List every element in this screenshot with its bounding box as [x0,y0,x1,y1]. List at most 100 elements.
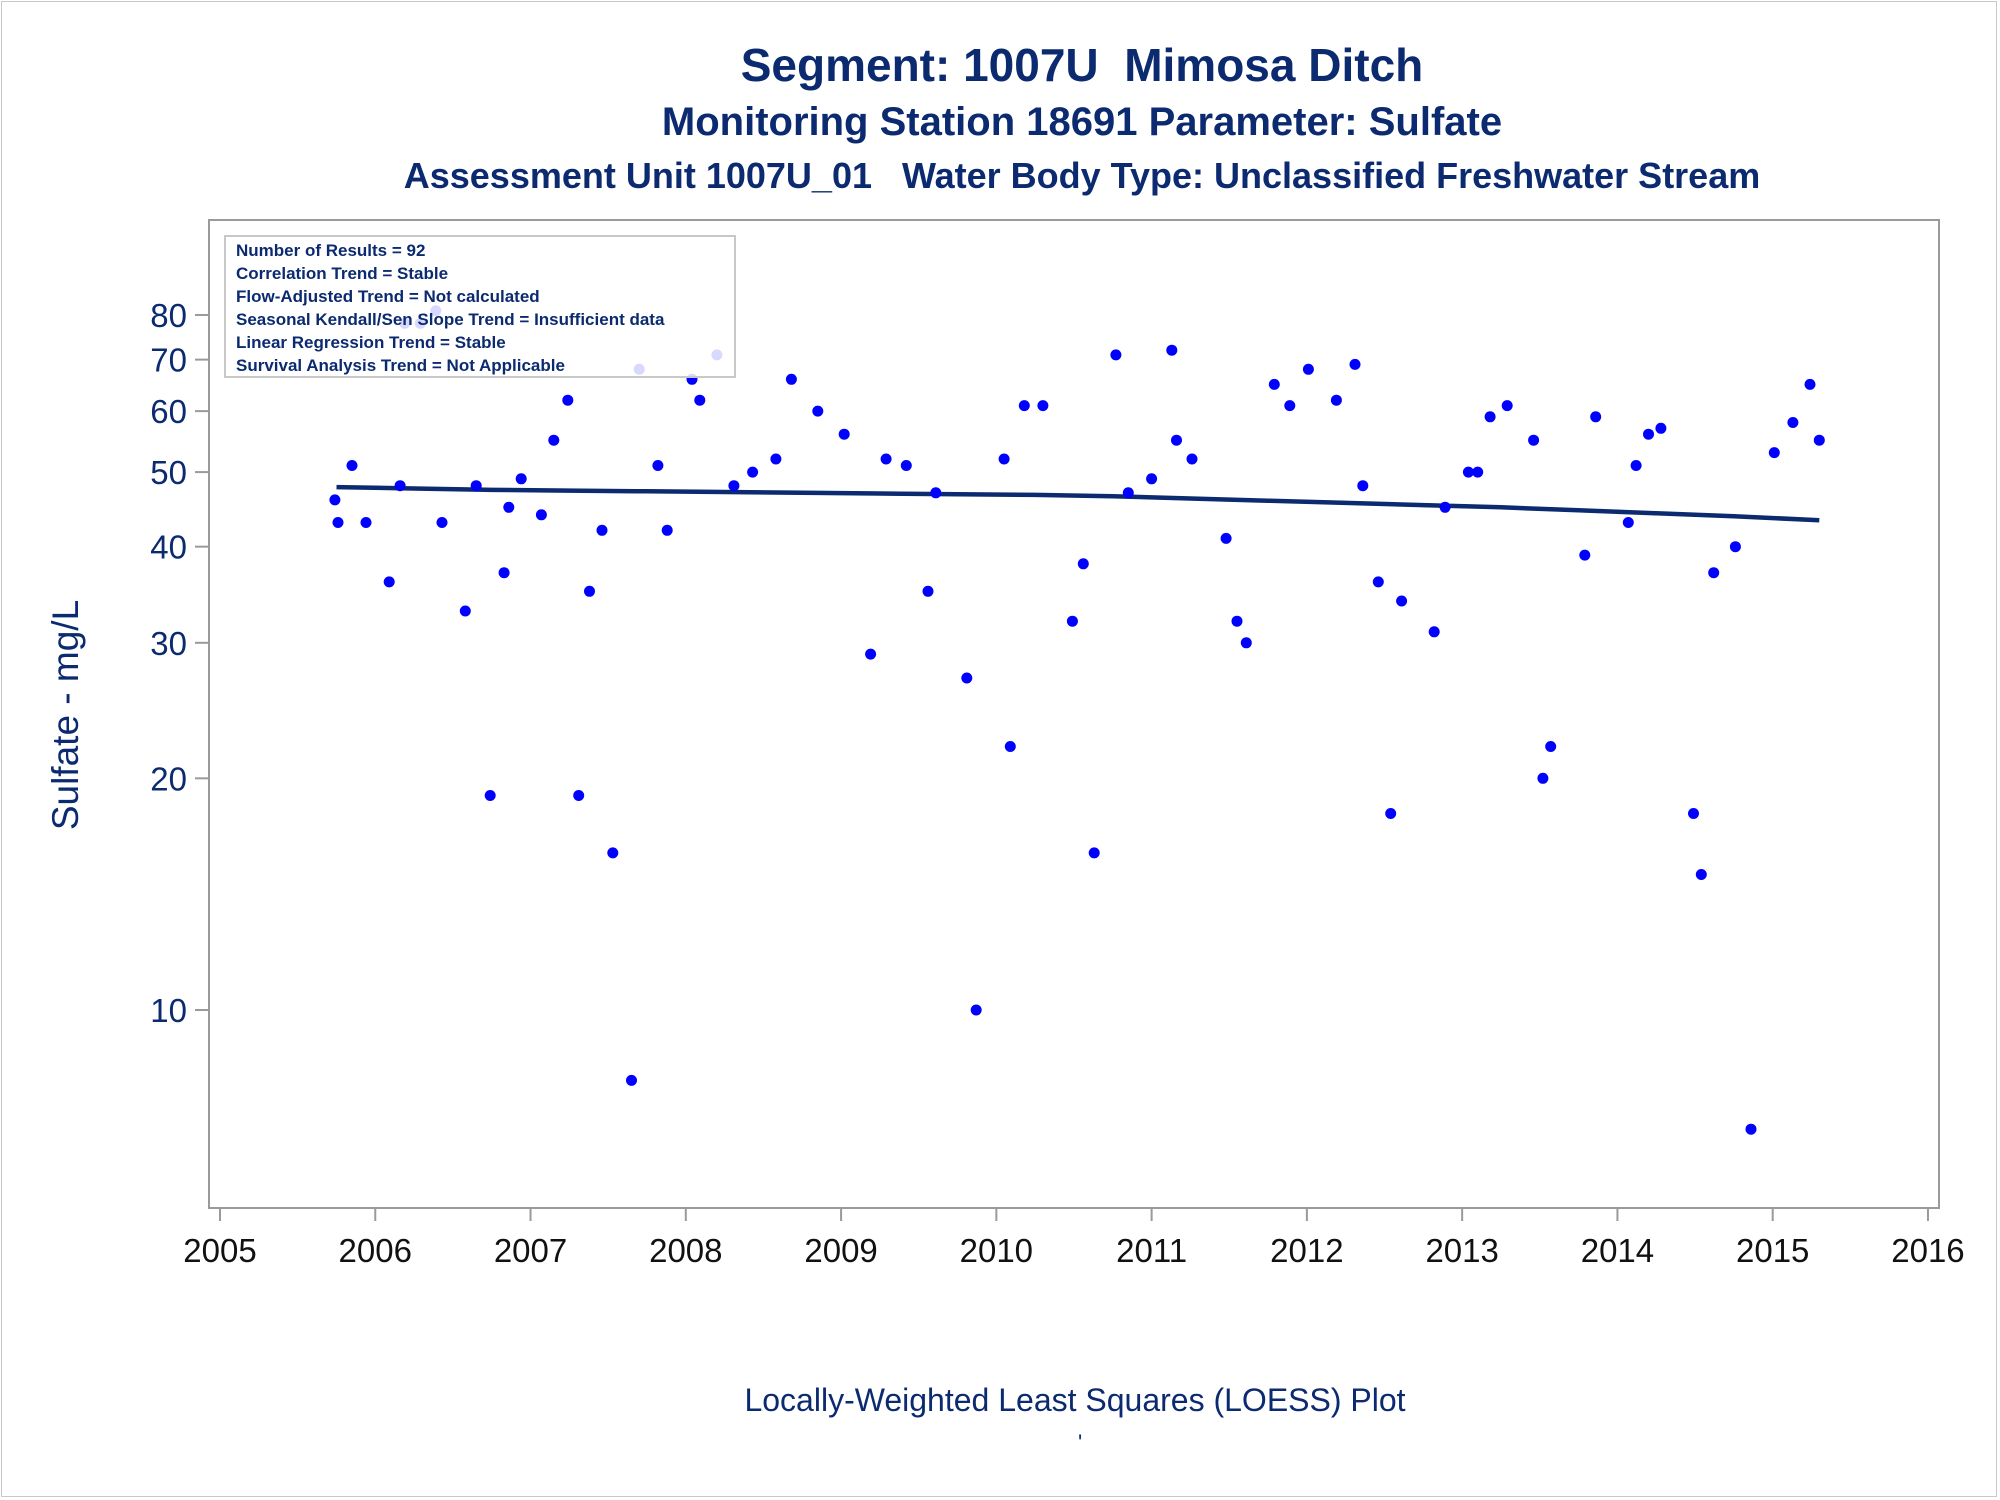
x-tick-label: 2011 [1116,1232,1187,1269]
data-point [1630,460,1642,471]
data-point [459,605,471,617]
data-point [1472,466,1484,478]
data-point [1122,487,1134,499]
y-tick-label: 70 [150,342,187,379]
info-line: Seasonal Kendall/Sen Slope Trend = Insuf… [236,310,665,329]
info-line: Flow-Adjusted Trend = Not calculated [236,287,540,306]
data-point [998,453,1010,465]
info-line: Number of Results = 92 [236,241,425,260]
plot-area [208,219,1940,1209]
data-point [900,460,912,471]
data-point [770,453,782,465]
data-point [1018,400,1030,412]
data-point [596,524,608,536]
data-point [1037,400,1049,412]
data-point [1439,501,1451,513]
data-point [728,480,740,492]
data-point [880,453,892,465]
y-tick-label: 20 [150,760,187,797]
data-point [515,473,527,485]
footnote: Locally-Weighted Least Squares (LOESS) P… [744,1382,1406,1418]
data-point [498,567,510,579]
x-tick-label: 2005 [183,1232,256,1269]
data-point [922,585,934,597]
data-point [1804,378,1816,390]
data-point [1330,394,1342,406]
data-point [503,501,515,513]
data-point [1484,411,1496,423]
data-point [1813,434,1825,446]
data-point [1385,808,1397,819]
y-axis-label: Sulfate - mg/L [45,600,86,830]
data-point [1088,847,1100,859]
data-point [1695,869,1707,880]
data-point [661,524,673,536]
chart-title: Segment: 1007U Mimosa Ditch [740,39,1424,91]
data-point [1622,517,1634,528]
data-point [1171,434,1182,446]
data-point [1768,447,1780,459]
data-point [1240,637,1252,649]
data-point [436,517,448,528]
data-point [360,517,372,528]
x-tick-label: 2014 [1581,1232,1654,1269]
x-tick-label: 2009 [804,1232,877,1269]
chart-subtitle: Monitoring Station 18691 Parameter: Sulf… [661,100,1503,144]
x-tick-label: 2013 [1425,1232,1498,1269]
x-tick-label: 2015 [1736,1232,1809,1269]
data-point [747,466,759,478]
data-point [652,460,664,471]
data-point [1579,549,1591,561]
data-point [346,460,358,471]
data-point [1528,434,1540,446]
info-line: Correlation Trend = Stable [236,264,448,283]
data-point [332,517,344,528]
data-point [1066,615,1078,627]
y-tick-label: 10 [150,992,187,1029]
info-box-frame [224,235,736,378]
x-tick-label: 2016 [1891,1232,1964,1269]
info-box: Number of Results = 92 Correlation Trend… [224,235,736,378]
data-point [607,847,619,859]
data-point [1501,400,1513,412]
data-point [548,434,560,446]
data-point [626,1074,637,1086]
data-point [812,405,824,417]
data-point [584,585,595,597]
x-tick-label: 2008 [649,1232,722,1269]
data-point [1357,480,1369,492]
data-point [1349,358,1361,370]
loess-trend [336,484,1820,523]
data-point [1004,741,1016,752]
x-tick-label: 2012 [1270,1232,1343,1269]
data-point [1186,453,1198,465]
y-tick-label: 50 [150,454,187,491]
data-point [535,509,547,521]
data-point [1643,428,1654,440]
data-point [1372,576,1384,588]
data-point [573,790,585,801]
data-point [694,394,706,406]
data-point [562,394,574,406]
data-point [1077,558,1089,570]
data-point [930,487,942,499]
data-point [865,648,877,660]
y-tick-label: 30 [150,625,187,662]
data-point [1220,532,1232,544]
data-point [970,1004,982,1016]
data-point [1231,615,1243,627]
data-point [329,494,341,506]
data-point [1708,567,1720,579]
info-line: Linear Regression Trend = Stable [236,333,506,352]
data-point [1590,411,1602,423]
y-axis: 10 20 30 40 50 60 70 80 [150,297,209,1029]
x-axis: 2005 2006 2007 2008 2009 2010 2011 2012 2013 2014… [183,1208,1965,1269]
data-point [785,373,797,385]
data-point [1787,417,1799,428]
data-point [1428,626,1440,638]
data-point [1545,741,1557,752]
data-point [1396,595,1408,607]
data-point [1462,466,1474,478]
